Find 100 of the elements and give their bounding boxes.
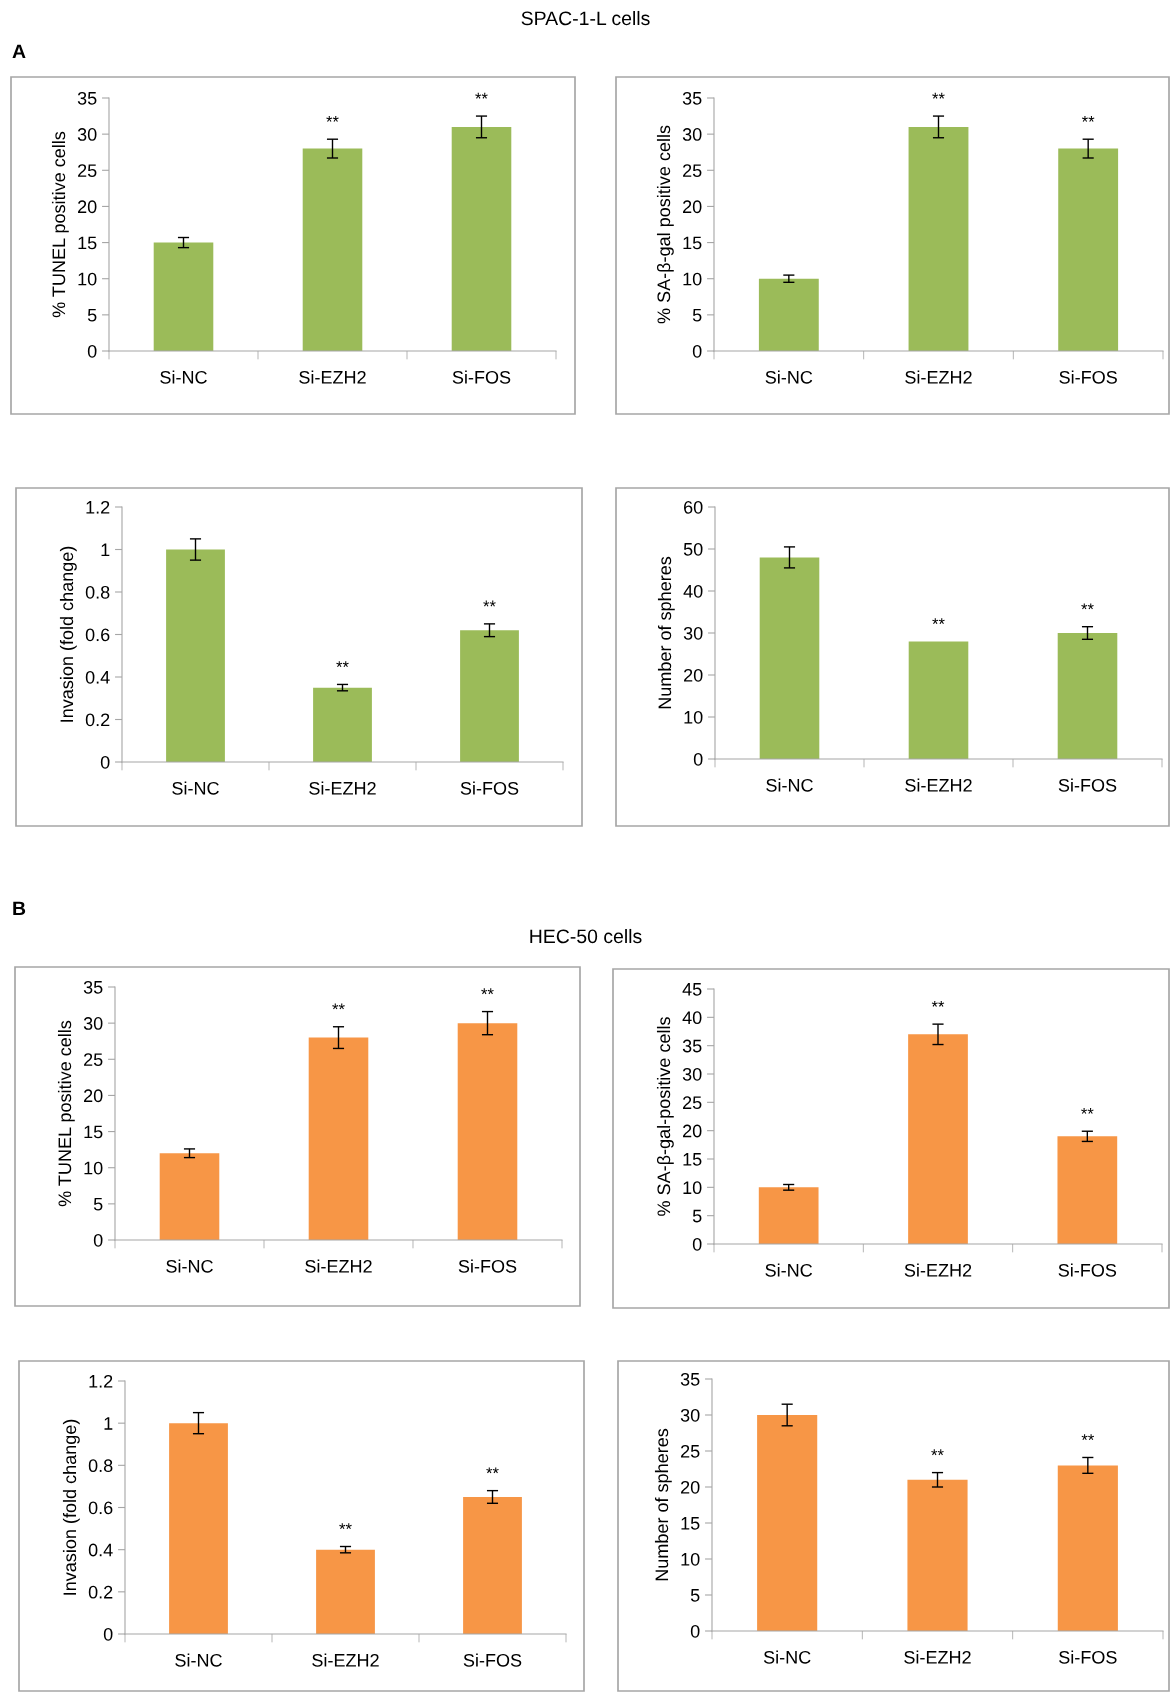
- x-tick-label: Si-FOS: [463, 1653, 522, 1667]
- y-tick-label: 0.2: [85, 713, 110, 727]
- y-tick-label: 0: [87, 344, 97, 358]
- y-axis-title: Number of spheres: [657, 556, 675, 709]
- text: A: [12, 44, 26, 59]
- y-tick-label: 35: [680, 1372, 700, 1386]
- y-axis-title: Invasion (fold change): [59, 546, 77, 722]
- x-tick-label: Si-FOS: [1059, 1650, 1117, 1664]
- data-label: **: [481, 988, 494, 995]
- y-axis-title: Number of spheres: [654, 1428, 672, 1581]
- bar: [908, 1034, 968, 1244]
- y-tick-label: 35: [83, 980, 103, 994]
- y-tick-label: 20: [684, 668, 703, 682]
- y-tick-label: 40: [683, 584, 703, 598]
- y-tick-label: 25: [683, 164, 702, 178]
- bar: [457, 1023, 518, 1240]
- x-tick-label: Si-FOS: [1058, 1263, 1117, 1277]
- y-tick-label: 1.2: [89, 1374, 113, 1388]
- y-tick-label: 20: [78, 200, 97, 214]
- bar: [460, 630, 519, 762]
- bar: [316, 1549, 375, 1634]
- data-label: **: [332, 1003, 345, 1010]
- y-tick-label: 30: [682, 128, 702, 141]
- x-tick-label: Si-FOS: [1059, 370, 1117, 384]
- y-tick-label: 35: [77, 91, 97, 105]
- x-tick-label: Si-NC: [766, 778, 813, 792]
- y-tick-label: 15: [683, 236, 702, 250]
- bar: [757, 1415, 818, 1631]
- x-tick-label: Si-NC: [160, 370, 207, 384]
- y-tick-label: 10: [681, 1552, 700, 1566]
- bar: [463, 1496, 522, 1634]
- data-label: **: [486, 1467, 499, 1474]
- data-label: **: [1081, 115, 1095, 122]
- x-tick-label: Si-EZH2: [904, 1650, 971, 1664]
- data-label: **: [1081, 603, 1094, 610]
- y-tick-label: 1: [104, 1417, 113, 1430]
- data-label: **: [475, 92, 488, 99]
- x-tick-label: Si-NC: [172, 781, 219, 795]
- bar: [159, 1153, 220, 1240]
- x-tick-label: Si-NC: [763, 1650, 811, 1664]
- y-tick-label: 0.2: [88, 1585, 113, 1599]
- y-tick-label: 10: [684, 710, 703, 724]
- bar: [758, 278, 819, 351]
- y-tick-label: 15: [78, 236, 97, 250]
- y-axis-title: % SA-β-gal-positive cells: [656, 1017, 674, 1216]
- y-tick-label: 20: [683, 1124, 702, 1138]
- data-label: **: [339, 1523, 352, 1530]
- y-tick-label: 0.4: [88, 1543, 113, 1557]
- x-tick-label: Si-FOS: [1058, 778, 1117, 792]
- y-tick-label: 20: [683, 200, 702, 214]
- data-label: **: [1081, 1434, 1095, 1441]
- bar: [169, 1423, 228, 1634]
- y-tick-label: 35: [682, 1039, 702, 1053]
- y-tick-label: 0: [690, 1624, 700, 1638]
- x-tick-label: Si-FOS: [460, 781, 519, 795]
- y-tick-label: 50: [683, 542, 703, 556]
- y-axis-title: % TUNEL positive cells: [51, 131, 69, 318]
- y-tick-label: 0.8: [88, 1459, 113, 1473]
- y-tick-label: 40: [682, 1011, 702, 1025]
- bar: [153, 242, 214, 351]
- bar: [451, 126, 512, 351]
- y-axis-title: % TUNEL positive cells: [57, 1020, 75, 1207]
- data-label: **: [932, 92, 945, 99]
- y-tick-label: 30: [83, 1017, 103, 1030]
- y-tick-label: 25: [78, 164, 97, 178]
- data-label: **: [326, 115, 339, 122]
- x-tick-label: Si-EZH2: [905, 370, 972, 384]
- data-label: **: [1081, 1107, 1094, 1114]
- chart-title: SPAC-1-L cells: [521, 10, 650, 26]
- data-label: **: [336, 661, 349, 668]
- text: B: [13, 901, 26, 916]
- y-tick-label: 5: [692, 308, 702, 322]
- x-tick-label: Si-FOS: [452, 370, 511, 384]
- bar: [1057, 633, 1118, 759]
- x-tick-label: Si-NC: [175, 1653, 222, 1667]
- data-label: **: [931, 1000, 945, 1007]
- y-tick-label: 0: [93, 1233, 103, 1247]
- x-tick-label: Si-NC: [765, 1263, 813, 1277]
- y-tick-label: 0: [100, 755, 110, 769]
- y-tick-label: 5: [692, 1209, 702, 1223]
- bar: [759, 557, 820, 759]
- data-label: **: [483, 600, 496, 607]
- y-tick-label: 5: [93, 1197, 103, 1211]
- y-tick-label: 0: [692, 1237, 702, 1251]
- y-tick-label: 0.8: [85, 585, 110, 599]
- y-tick-label: 20: [681, 1480, 700, 1494]
- bar: [907, 1479, 968, 1631]
- x-tick-label: Si-NC: [166, 1259, 213, 1273]
- x-tick-label: Si-EZH2: [312, 1653, 379, 1667]
- y-tick-label: 5: [690, 1589, 700, 1602]
- y-tick-label: 10: [78, 272, 97, 286]
- chart-title: HEC-50 cells: [530, 928, 642, 944]
- y-tick-label: 10: [683, 1181, 702, 1195]
- data-label: **: [932, 618, 945, 624]
- y-tick-label: 15: [84, 1125, 103, 1139]
- y-tick-label: 25: [84, 1053, 103, 1067]
- y-tick-label: 0: [692, 344, 702, 358]
- y-tick-label: 30: [77, 128, 97, 141]
- y-tick-label: 35: [682, 91, 702, 105]
- y-axis-title: Invasion (fold change): [62, 1419, 80, 1595]
